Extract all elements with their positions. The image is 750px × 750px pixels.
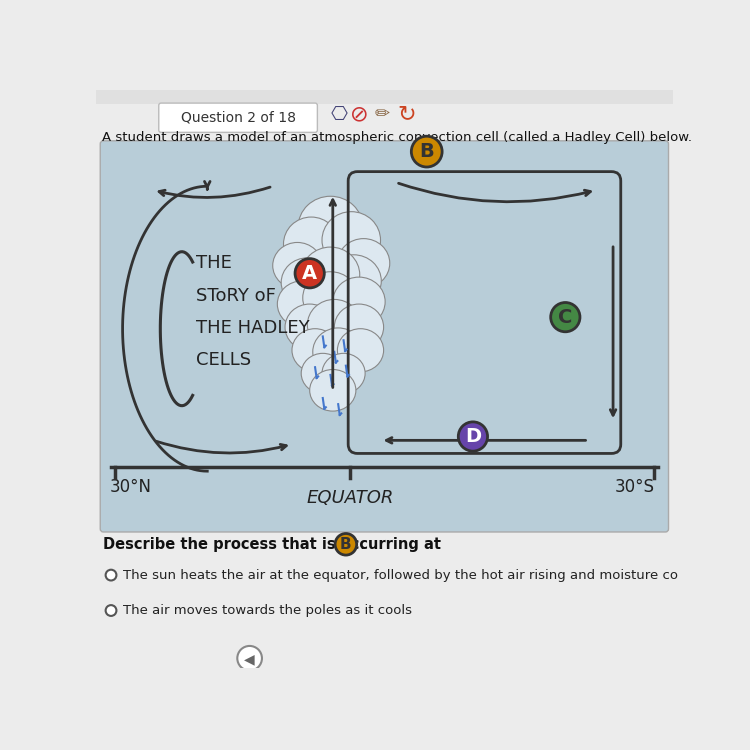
- Ellipse shape: [308, 299, 362, 350]
- Circle shape: [550, 302, 580, 332]
- Ellipse shape: [333, 277, 386, 326]
- Ellipse shape: [334, 304, 383, 350]
- Circle shape: [295, 259, 324, 288]
- Ellipse shape: [326, 255, 381, 308]
- Ellipse shape: [302, 247, 360, 302]
- Circle shape: [458, 422, 488, 452]
- Ellipse shape: [273, 242, 322, 289]
- Ellipse shape: [284, 217, 339, 271]
- Ellipse shape: [338, 328, 383, 372]
- Text: CELLS: CELLS: [196, 351, 250, 369]
- Circle shape: [411, 136, 442, 167]
- Circle shape: [237, 646, 262, 670]
- Text: B: B: [340, 537, 352, 552]
- Text: ↻: ↻: [398, 105, 416, 125]
- Text: SToRY oF: SToRY oF: [196, 286, 275, 304]
- Circle shape: [335, 533, 357, 555]
- Ellipse shape: [281, 258, 334, 308]
- FancyBboxPatch shape: [159, 103, 317, 132]
- Ellipse shape: [292, 328, 338, 372]
- Text: D: D: [465, 427, 481, 446]
- Ellipse shape: [303, 272, 358, 324]
- Ellipse shape: [338, 238, 390, 288]
- Text: The sun heats the air at the equator, followed by the hot air rising and moistur: The sun heats the air at the equator, fo…: [123, 568, 678, 581]
- FancyBboxPatch shape: [100, 141, 668, 532]
- Text: A student draws a model of an atmospheric convection cell (called a Hadley Cell): A student draws a model of an atmospheri…: [102, 131, 692, 144]
- Text: B: B: [419, 142, 434, 161]
- Ellipse shape: [313, 328, 364, 376]
- Text: 30°S: 30°S: [615, 478, 655, 496]
- Text: THE HADLEY: THE HADLEY: [196, 319, 309, 337]
- Ellipse shape: [285, 304, 334, 350]
- Text: THE: THE: [196, 254, 232, 272]
- Ellipse shape: [310, 370, 356, 411]
- Text: ⎔: ⎔: [331, 105, 347, 125]
- Text: Describe the process that is occurring at: Describe the process that is occurring a…: [104, 537, 441, 552]
- Ellipse shape: [322, 353, 365, 394]
- Text: Question 2 of 18: Question 2 of 18: [181, 111, 296, 125]
- Text: C: C: [558, 308, 572, 327]
- Text: .: .: [359, 536, 364, 554]
- Text: The air moves towards the poles as it cools: The air moves towards the poles as it co…: [123, 604, 412, 617]
- Text: ✏: ✏: [374, 106, 389, 124]
- Circle shape: [106, 605, 116, 616]
- Ellipse shape: [278, 281, 327, 327]
- Ellipse shape: [302, 353, 344, 394]
- Circle shape: [106, 570, 116, 580]
- Text: 30°N: 30°N: [110, 478, 152, 496]
- Ellipse shape: [298, 196, 363, 258]
- Text: ◀: ◀: [244, 652, 255, 666]
- Bar: [96, 90, 674, 104]
- Text: ⊘: ⊘: [350, 105, 368, 125]
- Text: EQUATOR: EQUATOR: [306, 489, 394, 507]
- Text: A: A: [302, 264, 317, 283]
- Ellipse shape: [322, 211, 380, 268]
